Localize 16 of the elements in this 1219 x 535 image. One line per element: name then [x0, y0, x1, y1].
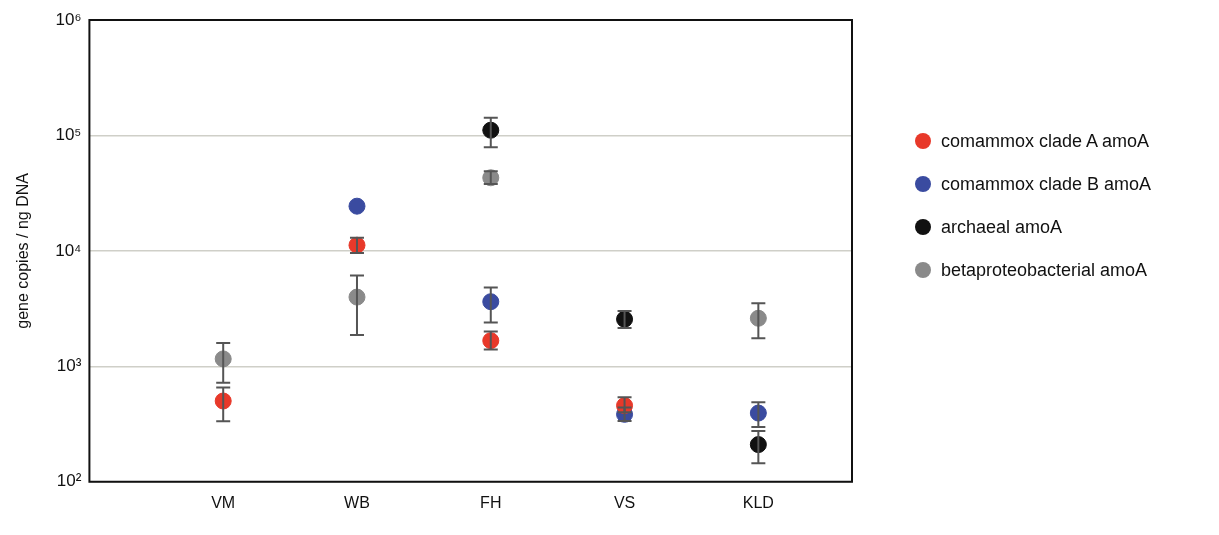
y-tick-label: 10⁵	[55, 125, 82, 145]
legend-label: archaeal amoA	[941, 216, 1063, 238]
point	[348, 197, 366, 215]
legend-label: comammox clade B amoA	[941, 173, 1152, 195]
x-tick-label: VM	[211, 493, 236, 511]
y-tick-label: 10²	[56, 471, 82, 491]
legend-label: betaproteobacterial amoA	[941, 259, 1148, 281]
x-tick-label: FH	[480, 493, 502, 511]
y-tick-label: 10⁶	[55, 9, 82, 29]
y-tick-label: 10⁴	[55, 240, 82, 260]
x-tick-label: KLD	[742, 493, 774, 511]
y-axis-title: gene copies / ng DNA	[14, 172, 32, 329]
x-tick-label: WB	[344, 493, 370, 511]
x-tick-label: VS	[613, 493, 636, 511]
legend-label: comammox clade A amoA	[941, 130, 1150, 152]
y-tick-label: 10³	[56, 356, 82, 376]
